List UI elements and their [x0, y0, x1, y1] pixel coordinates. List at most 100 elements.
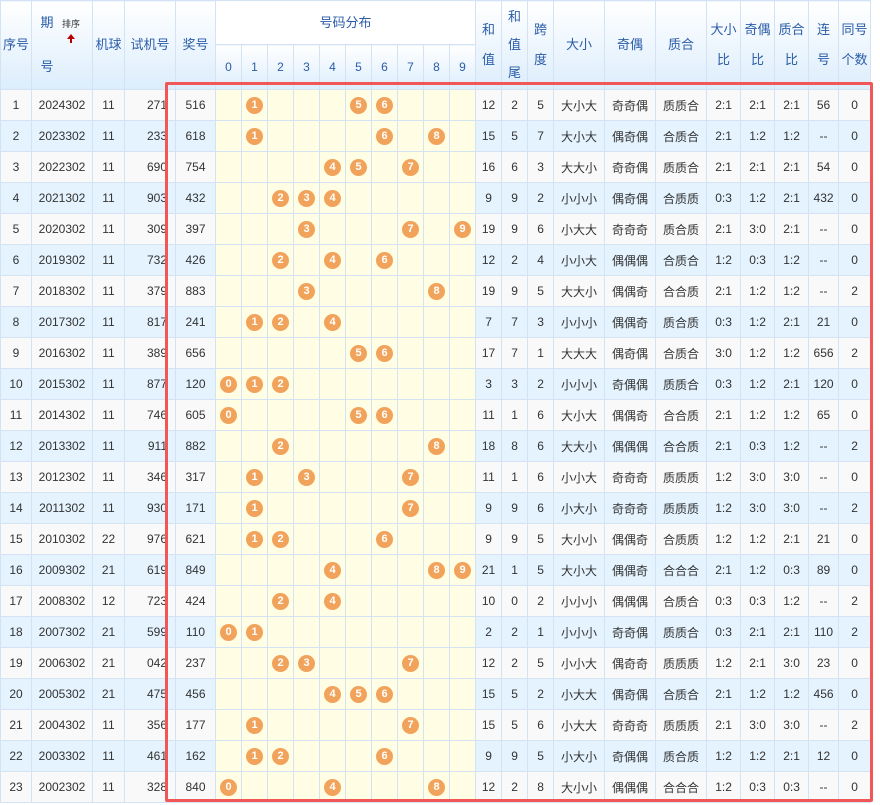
cell-machine: 11: [92, 182, 125, 214]
cell-digit-9: [448, 740, 477, 772]
cell-oe-ratio: 1:2: [740, 306, 776, 338]
col-trial: 试机号: [124, 0, 176, 90]
cell-sum-tail: 2: [501, 244, 529, 276]
cell-sum-tail: 9: [501, 740, 529, 772]
cell-digit-9: [448, 523, 477, 555]
number-ball: 8: [428, 437, 445, 455]
cell-issue: 2015302: [31, 368, 93, 400]
cell-consecutive: --: [808, 771, 840, 803]
cell-digit-8: [423, 647, 450, 679]
cell-bs-ratio: 2:1: [706, 151, 742, 183]
cell-digit-9: 9: [448, 554, 477, 586]
cell-digit-3: [293, 368, 320, 400]
cell-oe-ratio: 3:0: [740, 213, 776, 245]
cell-prime-comp: 质质质: [655, 647, 708, 679]
cell-same-count: 0: [838, 647, 872, 679]
cell-odd-even: 偶偶奇: [604, 523, 657, 555]
number-ball: 8: [428, 778, 445, 796]
number-ball: 1: [246, 747, 263, 765]
cell-odd-even: 偶奇偶: [604, 182, 657, 214]
cell-pc-ratio: 3:0: [774, 492, 810, 524]
cell-digit-9: [448, 709, 477, 741]
cell-bs-ratio: 2:1: [706, 709, 742, 741]
cell-digit-1: [241, 182, 268, 214]
cell-issue: 2009302: [31, 554, 93, 586]
number-ball: 6: [376, 406, 393, 424]
cell-same-count: 0: [838, 554, 872, 586]
cell-consecutive: 54: [808, 151, 840, 183]
col-digit-3: 3: [293, 44, 320, 90]
number-ball: 1: [246, 623, 263, 641]
cell-digit-4: [319, 709, 346, 741]
cell-sum: 10: [475, 585, 503, 617]
cell-issue: 2004302: [31, 709, 93, 741]
cell-digit-3: [293, 399, 320, 431]
cell-pc-ratio: 3:0: [774, 709, 810, 741]
cell-digit-9: [448, 647, 477, 679]
cell-seq: 18: [0, 616, 32, 648]
table-row: 20 2005302 21 475 456 4 5 6 15 5 2 小大大 偶奇偶 合质合 2:1 1:2 1…: [0, 678, 872, 710]
cell-same-count: 0: [838, 771, 872, 803]
table-row: 12 2013302 11 911 882 2 8 18 8 6 大大小 偶偶偶 合合质 2:1 0:3 1:…: [0, 430, 872, 462]
table-row: 15 2010302 22 976 621 1 2 6 9 9 5 大小小 偶偶奇 合质质 1:2 1:2 2:…: [0, 523, 872, 555]
cell-digit-2: [267, 337, 294, 369]
cell-award: 110: [175, 616, 216, 648]
cell-digit-7: [397, 306, 424, 338]
cell-machine: 11: [92, 368, 125, 400]
cell-machine: 21: [92, 554, 125, 586]
cell-oe-ratio: 1:2: [740, 337, 776, 369]
cell-issue: 2006302: [31, 647, 93, 679]
cell-digit-4: [319, 120, 346, 152]
cell-digit-7: [397, 585, 424, 617]
cell-prime-comp: 合合质: [655, 275, 708, 307]
table-row: 2 2023302 11 233 618 1 6 8 15 5 7 大小大 偶奇偶 合质合 2:1 1:2 1:…: [0, 120, 872, 152]
cell-digit-2: [267, 678, 294, 710]
cell-trial: 930: [124, 492, 176, 524]
cell-bs-ratio: 0:3: [706, 368, 742, 400]
cell-digit-4: [319, 523, 346, 555]
number-ball: 4: [324, 313, 341, 331]
col-digit-2: 2: [267, 44, 294, 90]
cell-digit-6: 6: [371, 337, 398, 369]
cell-digit-7: [397, 554, 424, 586]
cell-digit-6: 6: [371, 678, 398, 710]
number-ball: 1: [246, 313, 263, 331]
cell-digit-7: 7: [397, 151, 424, 183]
cell-span: 6: [527, 430, 555, 462]
number-ball: 8: [428, 282, 445, 300]
number-ball: 3: [298, 468, 315, 486]
cell-digit-4: 4: [319, 306, 346, 338]
cell-digit-1: 1: [241, 368, 268, 400]
col-issue[interactable]: 期号 排序: [31, 0, 93, 90]
cell-digit-4: [319, 430, 346, 462]
cell-digit-4: [319, 461, 346, 493]
cell-consecutive: 23: [808, 647, 840, 679]
cell-pc-ratio: 2:1: [774, 740, 810, 772]
cell-seq: 14: [0, 492, 32, 524]
number-ball: 2: [272, 313, 289, 331]
cell-digit-5: 5: [345, 337, 372, 369]
cell-sum-tail: 0: [501, 585, 529, 617]
cell-consecutive: 110: [808, 616, 840, 648]
cell-same-count: 0: [838, 523, 872, 555]
number-ball: 7: [402, 158, 419, 176]
cell-oe-ratio: 1:2: [740, 368, 776, 400]
cell-digit-4: 4: [319, 678, 346, 710]
cell-bs-ratio: 2:1: [706, 120, 742, 152]
number-ball: 7: [402, 499, 419, 517]
number-ball: 7: [402, 220, 419, 238]
sort-label[interactable]: 排序: [62, 19, 81, 29]
cell-digit-1: [241, 337, 268, 369]
cell-digit-8: [423, 461, 450, 493]
cell-sum-tail: 7: [501, 306, 529, 338]
cell-big-small: 小小小: [553, 368, 606, 400]
cell-sum-tail: 2: [501, 89, 529, 121]
sort-arrow-icon[interactable]: [67, 34, 75, 43]
cell-same-count: 2: [838, 492, 872, 524]
cell-bs-ratio: 3:0: [706, 337, 742, 369]
cell-span: 4: [527, 244, 555, 276]
cell-digit-8: [423, 585, 450, 617]
cell-span: 5: [527, 554, 555, 586]
table-row: 9 2016302 11 389 656 5 6 17 7 1 大大大 偶奇偶 合质合 3:0 1:2 1:2…: [0, 337, 872, 369]
cell-oe-ratio: 2:1: [740, 616, 776, 648]
